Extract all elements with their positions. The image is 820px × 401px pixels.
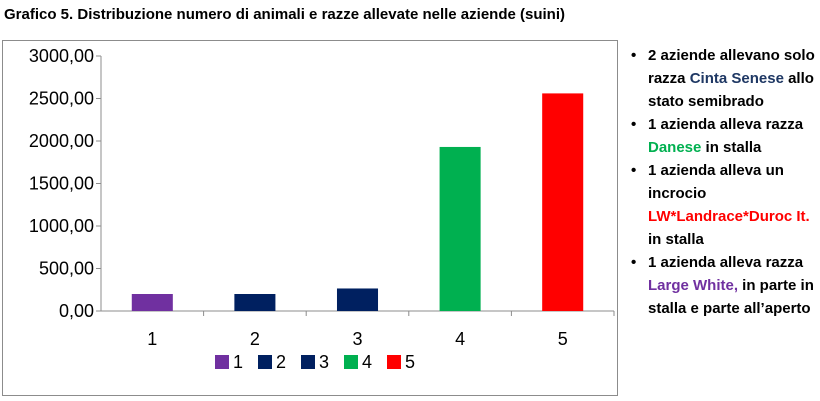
note-text-end: in stalla [648,231,704,248]
x-tick-label: 4 [455,329,465,349]
legend-swatch [344,355,358,369]
y-tick-label: 1000,00 [29,216,94,236]
y-tick-label: 1500,00 [29,174,94,194]
y-tick-label: 2500,00 [29,89,94,109]
y-tick-label: 2000,00 [29,131,94,151]
bullet-icon: • [631,254,637,271]
bar-chart: 0,00 500,00 1000,00 1500,00 2000,00 2500,00 30… [29,46,615,372]
y-tick-label: 0,00 [59,301,94,321]
bar [439,146,481,311]
bar [336,288,379,311]
note-text: 1 azienda alleva razza [648,116,804,133]
legend-label: 5 [405,352,415,372]
legend-label: 1 [233,352,243,372]
legend-label: 3 [319,352,329,372]
notes-list: • 2 aziende allevano solo razza Cinta Se… [628,44,818,320]
chart-frame [2,40,618,396]
note-text: 1 azienda alleva razza [648,254,804,271]
legend-swatch [301,355,315,369]
note-item: • 2 aziende allevano solo razza Cinta Se… [628,44,818,113]
legend-swatch [258,355,272,369]
y-tick-label: 500,00 [39,259,94,279]
note-text: 1 azienda alleva un incrocio [648,162,784,202]
note-item: • 1 azienda alleva razza Large White, in… [628,251,818,320]
bullet-icon: • [631,116,637,133]
bar [131,294,173,311]
x-tick-label: 5 [558,329,568,349]
x-tick-label: 3 [352,329,362,349]
note-highlight: Cinta Senese [689,70,784,87]
chart-title: Grafico 5. Distribuzione numero di anima… [4,6,565,23]
y-tick-label: 3000,00 [29,46,94,66]
bullet-icon: • [631,47,637,64]
bar [234,294,276,311]
note-text-end: in stalla [701,139,762,156]
note-text-end: allo stato semibrado [648,70,814,110]
x-tick-label: 1 [147,329,157,349]
legend-label: 2 [276,352,286,372]
note-text: 2 aziende allevano solo razza [648,47,815,87]
legend-label: 4 [362,352,372,372]
note-item: • 1 azienda alleva un incrocio LW*Landra… [628,159,818,251]
bar [542,93,584,312]
note-highlight: LW*Landrace*Duroc It. [648,208,810,225]
legend-swatch [215,355,229,369]
bullet-icon: • [631,162,637,179]
legend-swatch [387,355,401,369]
note-item: • 1 azienda alleva razza Danese in stall… [628,113,818,159]
note-highlight: Danese [648,139,702,156]
note-highlight: Large White, [648,277,739,294]
x-tick-label: 2 [250,329,260,349]
note-text-end: in parte in stalla e parte all’aperto [648,277,814,317]
